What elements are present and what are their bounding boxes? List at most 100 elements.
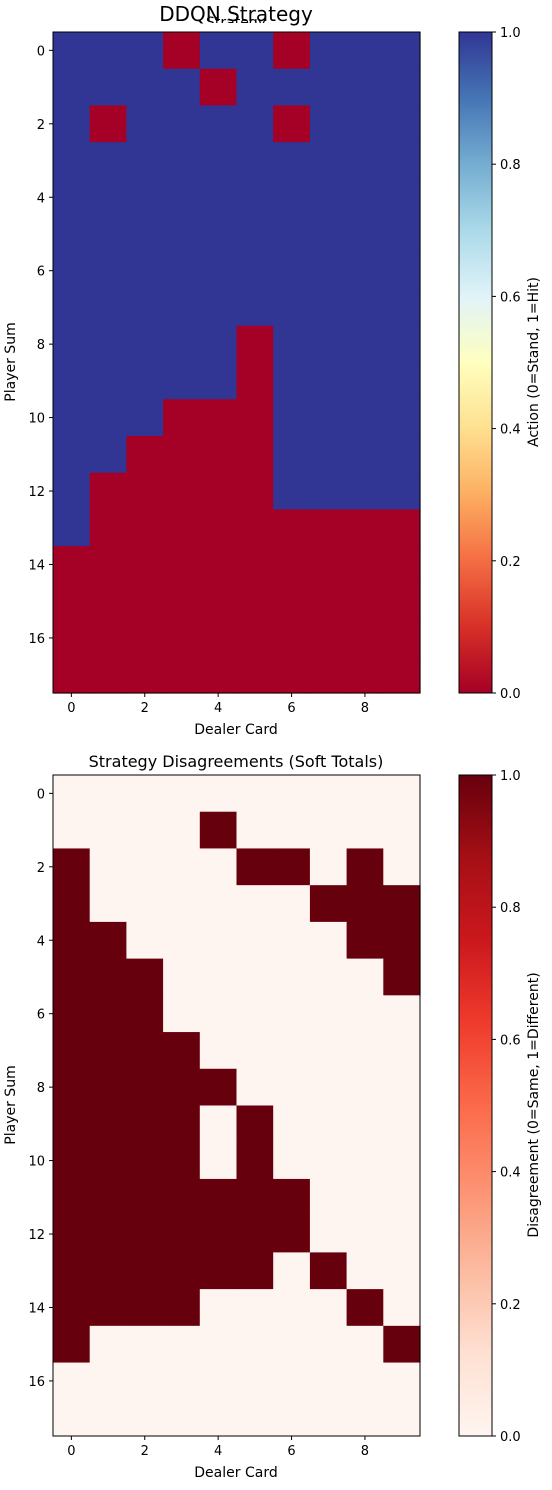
- x-tick-label: 0: [67, 701, 75, 716]
- heatmap-cell: [126, 775, 164, 813]
- heatmap-cell: [273, 435, 311, 474]
- heatmap-cell: [236, 775, 274, 813]
- heatmap-cell: [383, 1215, 421, 1253]
- heatmap-cell: [383, 848, 421, 886]
- heatmap-cell: [236, 546, 274, 584]
- heatmap-cell: [309, 775, 348, 813]
- heatmap-cell: [309, 582, 348, 621]
- heatmap-cell: [163, 142, 201, 180]
- heatmap-cell: [273, 142, 311, 180]
- heatmap-cell: [199, 1068, 238, 1107]
- heatmap-cell: [126, 921, 164, 960]
- colorbar-tick-label: 0.2: [500, 555, 521, 570]
- heatmap-cell: [236, 142, 274, 180]
- heatmap-cell: [199, 775, 238, 813]
- heatmap-cell: [53, 848, 91, 886]
- heatmap-cell: [126, 885, 164, 923]
- heatmap-cell: [53, 1289, 91, 1327]
- heatmap-cell: [236, 656, 274, 694]
- heatmap-cell: [383, 885, 421, 923]
- colorbar-tick-label: 0.8: [500, 158, 521, 173]
- chart-strategy-disagreements: Strategy Disagreements (Soft Totals) 0 2 4…: [3, 752, 542, 1481]
- heatmap-cell: [163, 885, 201, 923]
- y-tick-label: 12: [28, 1228, 45, 1243]
- heatmap-cell: [309, 32, 348, 70]
- heatmap-cell: [346, 619, 384, 657]
- heatmap-cell: [53, 656, 91, 694]
- heatmap-cell: [89, 885, 127, 923]
- x-tick-label: 2: [141, 701, 149, 716]
- heatmap-cell: [89, 1362, 127, 1400]
- heatmap-cell: [236, 472, 274, 510]
- chart2-x-ticks: 0 2 4 6 8: [67, 1436, 369, 1459]
- heatmap-cell: [89, 1142, 127, 1180]
- heatmap-cell: [199, 1399, 238, 1437]
- colorbar-tick-label: 1.0: [500, 26, 521, 41]
- heatmap-cell: [309, 435, 348, 474]
- heatmap-cell: [126, 362, 164, 400]
- heatmap-cell: [199, 32, 238, 70]
- heatmap-cell: [236, 1289, 274, 1327]
- heatmap-cell: [53, 995, 91, 1033]
- heatmap-cell: [126, 68, 164, 107]
- y-tick-label: 4: [37, 191, 45, 206]
- heatmap-cell: [383, 1399, 421, 1437]
- heatmap-cell: [89, 1178, 127, 1217]
- heatmap-cell: [89, 105, 127, 143]
- heatmap-cell: [273, 32, 311, 70]
- heatmap-cell: [163, 1289, 201, 1327]
- colorbar-tick-label: 0.0: [500, 687, 521, 702]
- heatmap-cell: [53, 252, 91, 290]
- heatmap-cell: [273, 1399, 311, 1437]
- heatmap-cell: [236, 885, 274, 923]
- heatmap-cell: [89, 1068, 127, 1107]
- heatmap-cell: [383, 1032, 421, 1070]
- heatmap-cell: [236, 289, 274, 327]
- heatmap-cell: [309, 995, 348, 1033]
- heatmap-cell: [383, 362, 421, 400]
- heatmap-cell: [273, 848, 311, 886]
- heatmap-cell: [309, 362, 348, 400]
- heatmap-cell: [273, 1252, 311, 1290]
- heatmap-cell: [163, 656, 201, 694]
- heatmap-cell: [199, 509, 238, 547]
- chart1-cells: [53, 32, 421, 694]
- y-tick-label: 4: [37, 934, 45, 949]
- heatmap-cell: [126, 811, 164, 850]
- heatmap-cell: [126, 848, 164, 886]
- heatmap-cell: [346, 252, 384, 290]
- heatmap-cell: [383, 289, 421, 327]
- heatmap-cell: [53, 472, 91, 510]
- heatmap-cell: [309, 509, 348, 547]
- heatmap-cell: [163, 775, 201, 813]
- heatmap-cell: [126, 435, 164, 474]
- heatmap-cell: [199, 252, 238, 290]
- heatmap-cell: [126, 1142, 164, 1180]
- heatmap-cell: [199, 1289, 238, 1327]
- heatmap-cell: [199, 1215, 238, 1253]
- heatmap-cell: [346, 1032, 384, 1070]
- heatmap-cell: [309, 178, 348, 217]
- heatmap-cell: [346, 1252, 384, 1290]
- heatmap-cell: [163, 399, 201, 437]
- heatmap-cell: [199, 1142, 238, 1180]
- heatmap-cell: [346, 289, 384, 327]
- heatmap-cell: [383, 215, 421, 253]
- chart2-plot-frame: [52, 774, 421, 1437]
- heatmap-cell: [89, 582, 127, 621]
- heatmap-cell: [383, 656, 421, 694]
- heatmap-cell: [309, 1399, 348, 1437]
- heatmap-cell: [273, 289, 311, 327]
- heatmap-cell: [236, 958, 274, 996]
- heatmap-cell: [309, 811, 348, 850]
- heatmap-cell: [53, 1362, 91, 1400]
- heatmap-cell: [383, 1178, 421, 1217]
- chart1-colorbar-label: Action (0=Stand, 1=Hit): [526, 277, 542, 447]
- heatmap-cell: [163, 1362, 201, 1400]
- heatmap-cell: [89, 1289, 127, 1327]
- x-tick-label: 2: [141, 1444, 149, 1459]
- heatmap-cell: [163, 582, 201, 621]
- heatmap-cell: [126, 289, 164, 327]
- heatmap-cell: [126, 1215, 164, 1253]
- heatmap-cell: [273, 1032, 311, 1070]
